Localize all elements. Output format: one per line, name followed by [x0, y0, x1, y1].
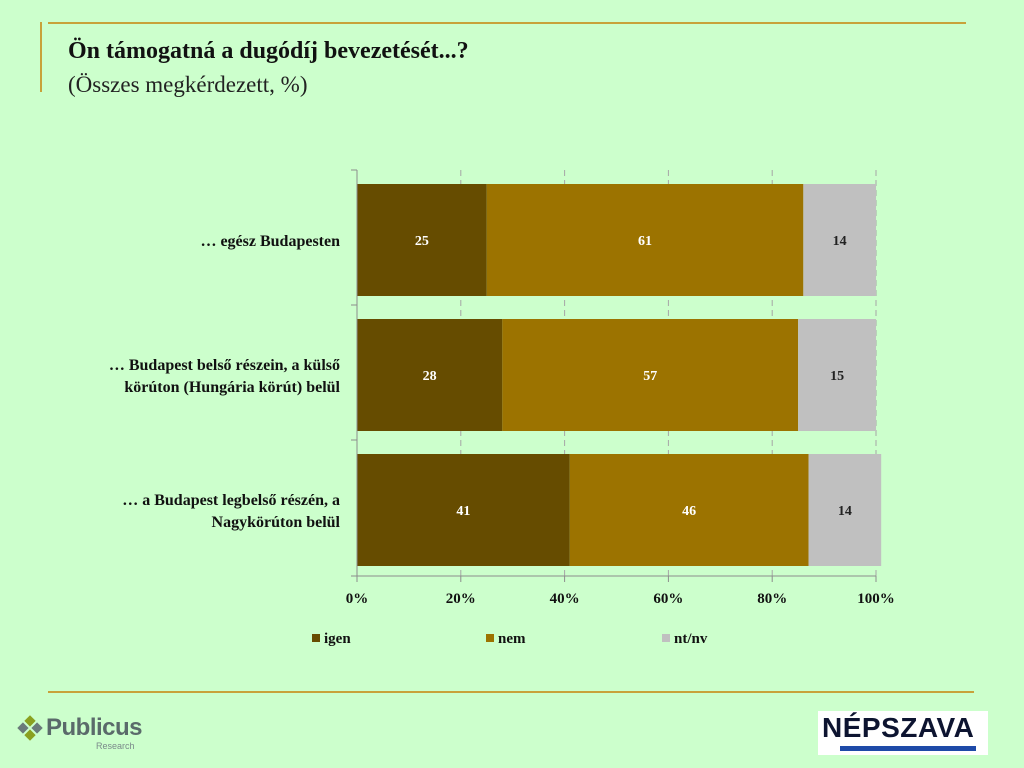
bar-segment: [808, 454, 882, 566]
bar-segment: [569, 454, 809, 566]
bar-segment: [357, 184, 487, 296]
category-label: … Budapest belső részein, a külső: [109, 357, 340, 374]
legend-label: nt/nv: [674, 631, 708, 647]
category-label: … a Budapest legbelső részén, a: [122, 492, 340, 509]
bar-segment: [803, 184, 876, 296]
bar-segment: [502, 319, 799, 431]
page-title: Ön támogatná a dugódíj bevezetését...?: [68, 38, 469, 64]
top-rule: [48, 22, 966, 24]
data-label: 61: [638, 234, 652, 249]
publicus-logo-sub: Research: [96, 741, 135, 751]
side-rule: [40, 22, 42, 92]
legend-label: nem: [498, 631, 526, 647]
bar-segment: [798, 319, 876, 431]
legend-swatch: [486, 634, 494, 642]
x-tick-label: 60%: [653, 591, 683, 607]
data-label: 25: [415, 234, 429, 249]
legend-swatch: [312, 634, 320, 642]
bar-segment: [486, 184, 804, 296]
x-tick-label: 80%: [757, 591, 787, 607]
legend-swatch: [662, 634, 670, 642]
data-label: 14: [838, 504, 852, 519]
data-label: 46: [682, 504, 696, 519]
page-subtitle: (Összes megkérdezett, %): [68, 72, 308, 97]
data-label: 28: [423, 369, 437, 384]
legend-label: igen: [324, 631, 351, 647]
nepszava-logo-strip: [840, 746, 976, 751]
x-tick-label: 100%: [857, 591, 895, 607]
data-label: 57: [643, 369, 657, 384]
category-label: … egész Budapesten: [200, 233, 340, 250]
data-label: 41: [456, 504, 470, 519]
bar-segment: [357, 454, 570, 566]
category-label: körúton (Hungária körút) belül: [124, 379, 340, 396]
category-label: Nagykörúton belül: [212, 514, 341, 531]
bar-segment: [357, 319, 503, 431]
publicus-logo-icon: [17, 715, 43, 741]
bottom-rule: [48, 691, 974, 693]
data-label: 14: [833, 234, 847, 249]
x-tick-label: 20%: [446, 591, 476, 607]
data-label: 15: [830, 369, 844, 384]
publicus-logo-name: Publicus: [46, 714, 143, 741]
x-tick-label: 40%: [550, 591, 580, 607]
nepszava-logo-name: NÉPSZAVA: [822, 712, 975, 743]
x-tick-label: 0%: [346, 591, 369, 607]
